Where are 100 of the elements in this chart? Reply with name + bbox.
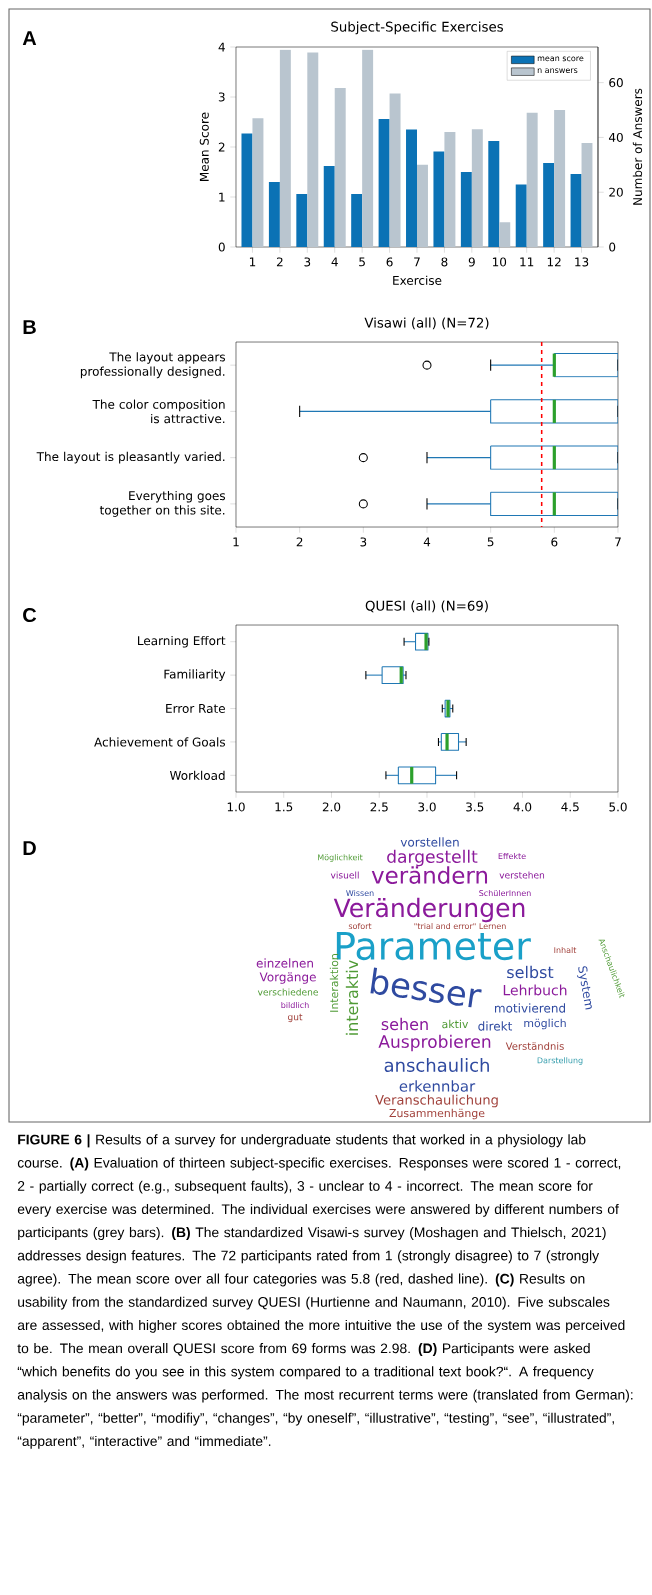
bar [499,222,511,248]
x-tick-label: 3 [360,537,367,547]
legend-label: mean score [537,56,584,62]
text: Interaktion [329,954,339,1012]
x-tick-label: 2 [296,537,303,547]
bar [307,52,319,248]
y-tick-label: Workload [169,770,225,780]
text: dargestellt [387,849,478,867]
y-tick-label: 2 [218,142,225,152]
x-axis-title: Exercise [393,275,442,285]
text: möglich [524,1018,566,1030]
text: interaktiv [345,960,359,1035]
text: vorstellen [400,837,459,847]
x-tick-label: 3 [304,257,311,267]
x-tick-label: 10 [492,257,507,267]
y2-tick-label: 60 [609,78,623,88]
x-tick-label: 4 [423,537,431,547]
bar [526,112,538,248]
y-tick-label: Learning Effort [138,635,226,648]
x-tick-label: 1.0 [227,802,245,812]
text: D [23,841,36,855]
x-tick-label: 1 [233,537,239,547]
text: anschaulich [384,1058,489,1072]
x-tick-label: 5 [359,257,365,267]
chart-title: Subject-Specific Exercises [331,21,503,35]
text: Verständnis [505,1042,564,1050]
text: sehen [381,1017,428,1031]
x-tick-label: 3.5 [466,802,484,812]
y-tick-label: Achievement of Goals [94,737,226,747]
text: Effekte [498,852,526,860]
legend-label: n answers [537,68,578,74]
x-tick-label: 7 [414,257,420,267]
x-tick-label: 8 [441,257,448,267]
bar [488,141,500,248]
text: verstehen [499,871,545,879]
y2-tick-label: 40 [608,132,623,142]
y-tick-label: The layout appears professionally designed. [80,352,226,379]
x-tick-label: 5.0 [609,802,627,812]
y2-tick-label: 0 [609,242,616,252]
x-tick-label: 9 [468,257,475,267]
y-tick-label: The layout is pleasantly varied. [36,451,225,464]
x-tick-label: 2 [276,257,283,267]
text: selbst [507,965,554,979]
text: verändern [371,866,488,884]
text: Inhalt [554,946,577,954]
text: Lehrbuch [503,984,567,996]
y-tick-label: 1 [219,192,225,202]
text: visuell [330,871,359,879]
x-tick-label: 2.0 [322,802,341,812]
y-tick-label: The color composition is attractive. [92,399,225,424]
chart-title: QUESI (all) (N=69) [365,600,488,613]
y-tick-label: Familiarity [164,669,226,681]
y-tick-label: Everything goes together on this site. [99,490,226,517]
text: Veränderungen [333,897,525,923]
x-tick-label: 6 [551,537,558,547]
x-tick-label: 13 [575,257,589,267]
text: aktiv [442,1019,469,1029]
text: Parameter [336,931,531,961]
x-tick-label: 6 [386,257,393,267]
text: FIGURE 6 | Results of a survey for undergraduate students that worked in a physiology lab course. (A) Evaluation of thirteen subject-specific exercises. Responses were scored 1 - correct, 2 - partially correct (e.g., subsequent faults), 3 - unclear to 4 - incorrect. The mean score for every exercise was determined. The individual exercises were answered by different numbers of participants (grey bars). (B) The standardized Visawi-s survey (Moshagen and Thielsch, 2021) addresses design features. The 72 participants rated from 1 (strongly disagree) to 7 (strongly agree). The mean score over all four categories was 5.8 (red, dashed line). (C) Results on usability from the standardized survey QUESI (Hurtienne and Naumann, 2010). Five subscales are assessed, with higher scores obtained the more intuitive the use of the system was perceived to be. The mean overall QUESI score from 69 forms was 2.98. (D) Participants were asked “which benefits do you see in this system compared to a traditional text book?“. A frequency analysis on the answers was performed. The most recurrent terms were (translated from German): “parameter”, “better”, “modifiy”, “changes”, “by oneself”, “illustrative”, “testing”, “see”, “illustrated”, “apparent”, “interactive” and “immediate”. [17,1134,633,1449]
y-tick-label: Error Rate [166,704,225,713]
x-tick-label: 11 [520,257,534,267]
bar [279,49,291,248]
text: sofort [348,922,372,930]
text: B [23,320,36,334]
text: motivierend [495,1003,565,1013]
x-tick-label: 1 [249,257,256,267]
y2-axis-title: Number of Answers [632,88,643,205]
text: verschiedene [257,988,318,996]
text: Ausprobieren [378,1034,491,1052]
text: Veranschaulichung [375,1094,498,1108]
text: gut [287,1013,303,1023]
text: bildlich [281,1001,309,1009]
text: SchülerInnen [479,889,531,897]
text: erkennbar [399,1080,476,1092]
y2-tick-label: 20 [609,187,623,197]
text: Wissen [346,889,374,897]
text: Vorgänge [259,972,316,984]
y-tick-label: 3 [218,92,225,102]
text: direkt [478,1021,513,1031]
text: Möglichkeit [318,854,363,862]
y-axis-title: Mean Score [199,112,209,181]
x-tick-label: 5 [487,537,494,547]
text: C [23,607,37,623]
text: System [577,966,592,1010]
text: besser [370,967,482,1008]
text: Zusammenhänge [389,1108,485,1120]
x-tick-label: 4.0 [513,802,532,812]
text: Darstellung [537,1057,583,1065]
x-tick-label: 4 [331,257,338,267]
bar [351,194,363,248]
text: A [22,31,37,45]
y-tick-label: 4 [218,42,225,52]
y-tick-label: 0 [218,242,225,252]
x-tick-label: 1.5 [275,802,293,812]
x-tick-label: 12 [547,257,561,267]
x-tick-label: 2.5 [370,802,388,812]
bar [362,49,374,248]
x-tick-label: 7 [615,537,621,547]
text: einzelnen [256,958,313,968]
